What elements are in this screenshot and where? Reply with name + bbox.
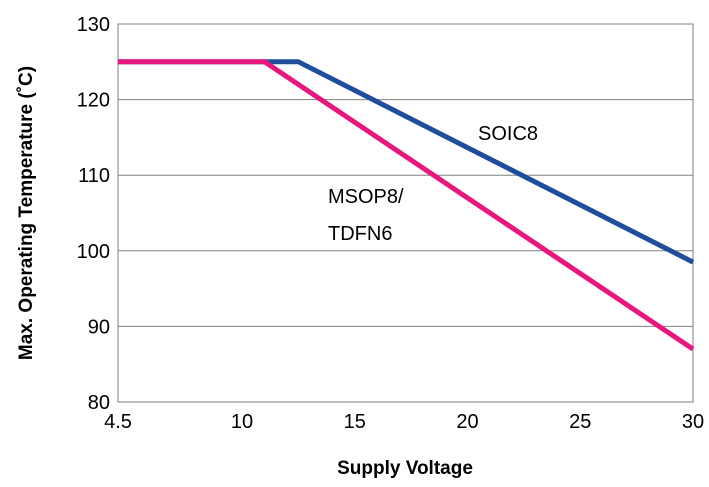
- y-axis-title: Max. Operating Temperature (˚C): [16, 66, 37, 360]
- x-axis-title: Supply Voltage: [337, 458, 473, 479]
- y-tick-label: 90: [88, 316, 110, 338]
- x-axis-tick-labels: 4.5 10 15 20 25 30: [104, 411, 704, 433]
- series-layer: [118, 59, 695, 352]
- series-label-soic8: SOIC8: [478, 123, 538, 145]
- y-tick-label: 120: [77, 90, 110, 112]
- y-tick-label: 110: [78, 165, 110, 187]
- x-tick-label: 10: [231, 411, 253, 433]
- x-tick-label: 15: [344, 411, 366, 433]
- series-line-msop8-tdfn6: [118, 59, 695, 352]
- x-tick-label: 25: [569, 411, 591, 433]
- x-tick-label: 4.5: [104, 411, 132, 433]
- grid-layer: [118, 99, 693, 327]
- y-tick-label: 130: [77, 14, 110, 36]
- plot-area-border: [117, 23, 694, 403]
- x-tick-label: 20: [456, 411, 478, 433]
- series-line-soic8: [118, 59, 695, 265]
- series-label-tdfn6-line2: TDFN6: [328, 223, 392, 245]
- series-label-msop8-line1: MSOP8/: [328, 186, 404, 208]
- y-axis-tick-labels: 80 90 100 110 120 130: [77, 14, 110, 414]
- y-tick-label: 100: [77, 241, 110, 263]
- y-tick-label: 80: [88, 392, 110, 414]
- x-tick-label: 30: [682, 411, 704, 433]
